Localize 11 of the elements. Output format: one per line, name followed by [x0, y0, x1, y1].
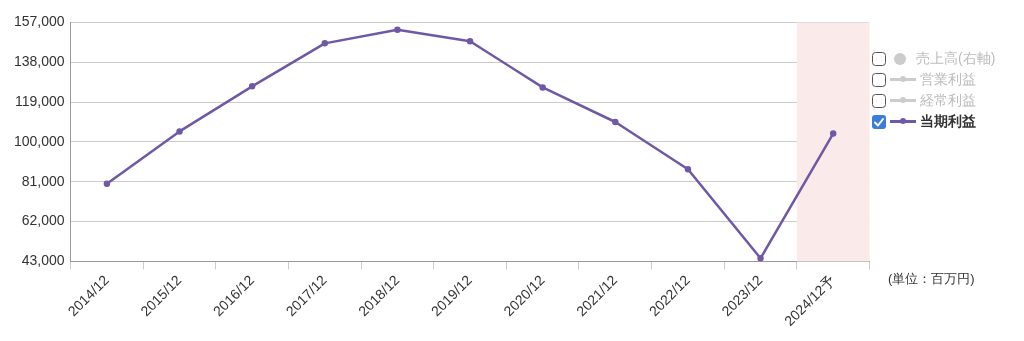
y-tick-label: 157,000: [14, 13, 65, 30]
y-tick-label: 43,000: [21, 252, 65, 269]
legend-label: 営業利益: [920, 70, 976, 89]
y-tick-label: 138,000: [14, 53, 65, 70]
y-tick-label: 81,000: [21, 172, 65, 189]
y-tick-label: 62,000: [21, 212, 65, 229]
y-tick-label: 100,000: [14, 132, 65, 149]
text: (単位：百万円): [888, 270, 975, 288]
y-tick-label: 119,000: [15, 92, 65, 109]
legend-label: 経常利益: [920, 91, 976, 110]
legend-label: 当期利益: [920, 112, 976, 131]
